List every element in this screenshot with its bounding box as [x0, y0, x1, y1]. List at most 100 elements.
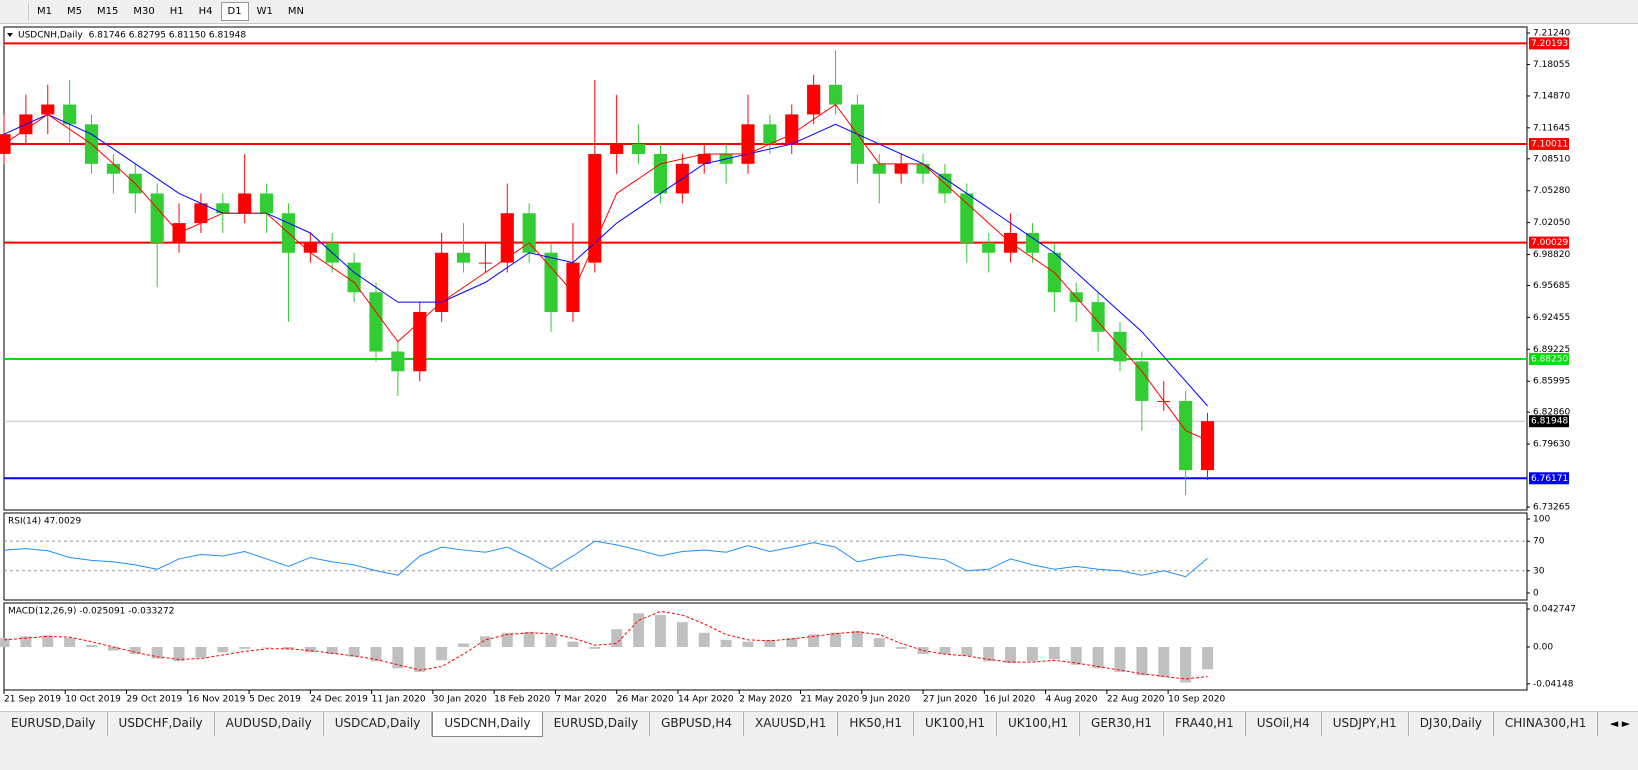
candle-body	[150, 193, 164, 243]
chart-tab[interactable]: USDCHF,Daily	[108, 712, 215, 736]
macd-bar	[195, 646, 207, 658]
y-tick-label: 7.14870	[1533, 91, 1570, 101]
timeframe-button[interactable]: M30	[133, 6, 155, 17]
y-tick-label: -0.04148	[1533, 679, 1574, 689]
chart-tab[interactable]: HK50,H1	[838, 712, 914, 736]
level-label-box	[1529, 236, 1569, 249]
candle-body	[741, 124, 755, 164]
timeframe-button[interactable]: H4	[198, 6, 213, 17]
chart-tab[interactable]: USOil,H4	[1246, 712, 1322, 736]
x-tick-label: 21 May 2020	[801, 695, 860, 705]
macd-bar	[545, 634, 557, 647]
y-tick-label: 6.95685	[1533, 281, 1570, 291]
x-tick-label: 29 Oct 2019	[127, 695, 183, 705]
x-tick-label: 22 Aug 2020	[1107, 695, 1165, 705]
macd-bar	[20, 636, 32, 647]
timeframe-button[interactable]: H1	[169, 6, 184, 17]
y-tick-label: 7.02050	[1533, 218, 1570, 228]
current-price-label: 6.81948	[1531, 417, 1568, 427]
macd-bar	[939, 646, 951, 655]
chart-tab[interactable]: USDJPY,H1	[1322, 712, 1409, 736]
chart-tab[interactable]: GBPUSD,H4	[650, 712, 744, 736]
x-tick-label: 5 Dec 2019	[249, 695, 301, 705]
macd-bar	[633, 613, 645, 647]
macd-bar	[742, 641, 754, 647]
timeframe-button[interactable]: M1	[37, 6, 52, 17]
level-label: 7.10011	[1531, 139, 1568, 149]
y-tick-label: 0.042747	[1533, 605, 1576, 615]
y-tick-label: 7.11645	[1533, 123, 1570, 133]
candle-body	[1135, 361, 1149, 401]
level-label-box	[1529, 472, 1569, 485]
pane-title: MACD(12,26,9) -0.025091 -0.033272	[8, 607, 174, 617]
chart-tab[interactable]: FRA40,H1	[1164, 712, 1246, 736]
candle-body	[566, 262, 580, 313]
timeframe-button[interactable]: D1	[220, 2, 249, 21]
candle-body	[194, 203, 208, 224]
macd-bar	[873, 638, 885, 647]
pane-title: USDCNH,Daily	[18, 31, 83, 41]
candle-body	[763, 124, 777, 145]
chart-tab[interactable]: USDCNH,Daily	[432, 712, 543, 737]
chart-tab[interactable]: UK100,H1	[914, 712, 997, 736]
moving-average	[3, 103, 1208, 441]
candle-body	[413, 312, 427, 372]
chart-tab[interactable]: USDCAD,Daily	[324, 712, 433, 736]
macd-bar	[830, 632, 841, 647]
y-tick-label: 6.89225	[1533, 345, 1570, 355]
y-tick-label: 7.18055	[1533, 60, 1570, 70]
candle-body	[260, 193, 274, 214]
tab-scroll[interactable]: ◄ ►	[1602, 712, 1638, 737]
toolbar-icon[interactable]	[2, 2, 29, 21]
timeframe-button[interactable]: MN	[287, 6, 304, 17]
macd-bar	[589, 646, 601, 649]
y-tick-label: 7.05280	[1533, 186, 1570, 196]
level-label: 7.20193	[1531, 39, 1568, 49]
macd-bar	[348, 646, 360, 657]
macd-bar	[217, 646, 229, 653]
x-tick-label: 30 Jan 2020	[433, 695, 487, 705]
candle-body	[916, 163, 930, 174]
chart-tab[interactable]: CHINA300,H1	[1494, 712, 1599, 736]
macd-bar	[86, 645, 97, 647]
candle-body	[41, 104, 55, 115]
x-tick-label: 16 Jul 2020	[984, 695, 1035, 705]
candle-body	[785, 114, 799, 145]
chart-tab[interactable]: GER30,H1	[1080, 712, 1164, 736]
candle-body	[697, 153, 711, 164]
candle-body	[63, 104, 77, 125]
y-tick-label: 6.73265	[1533, 502, 1570, 512]
y-tick-label: 0.00	[1533, 642, 1553, 652]
candle-body	[894, 163, 908, 174]
macd-bar	[1114, 646, 1126, 672]
x-tick-label: 21 Sep 2019	[4, 695, 61, 705]
chart-tab[interactable]: EURUSD,Daily	[0, 712, 108, 736]
candle-body	[238, 193, 252, 214]
y-tick-label: 6.82860	[1533, 408, 1570, 418]
candle-body	[807, 84, 821, 115]
chart-tab[interactable]: AUDUSD,Daily	[215, 712, 324, 736]
macd-bar	[479, 636, 491, 647]
macd-bar	[173, 646, 185, 662]
macd-bar	[436, 646, 448, 661]
y-tick-label: 6.85995	[1533, 377, 1570, 387]
chart-tab[interactable]: DJ30,Daily	[1409, 712, 1494, 736]
candle-body	[653, 153, 668, 194]
macd-bar	[1048, 646, 1060, 660]
level-label: 7.00029	[1531, 238, 1568, 248]
timeframe-button[interactable]: W1	[256, 6, 273, 17]
chart-tab[interactable]: UK100,H1	[997, 712, 1081, 736]
timeframe-button[interactable]: M15	[97, 6, 119, 17]
candle-body	[0, 134, 11, 154]
candle-body	[1200, 421, 1215, 471]
macd-bar	[1180, 646, 1192, 683]
candle-body	[588, 153, 602, 263]
chart-tab[interactable]: EURUSD,Daily	[543, 712, 651, 736]
macd-bar	[676, 622, 688, 647]
chart-tab[interactable]: XAUUSD,H1	[744, 712, 839, 736]
level-label-box	[1529, 37, 1569, 50]
timeframe-button[interactable]: M5	[67, 6, 82, 17]
candle-body	[610, 144, 624, 154]
macd-bar	[1158, 646, 1170, 678]
